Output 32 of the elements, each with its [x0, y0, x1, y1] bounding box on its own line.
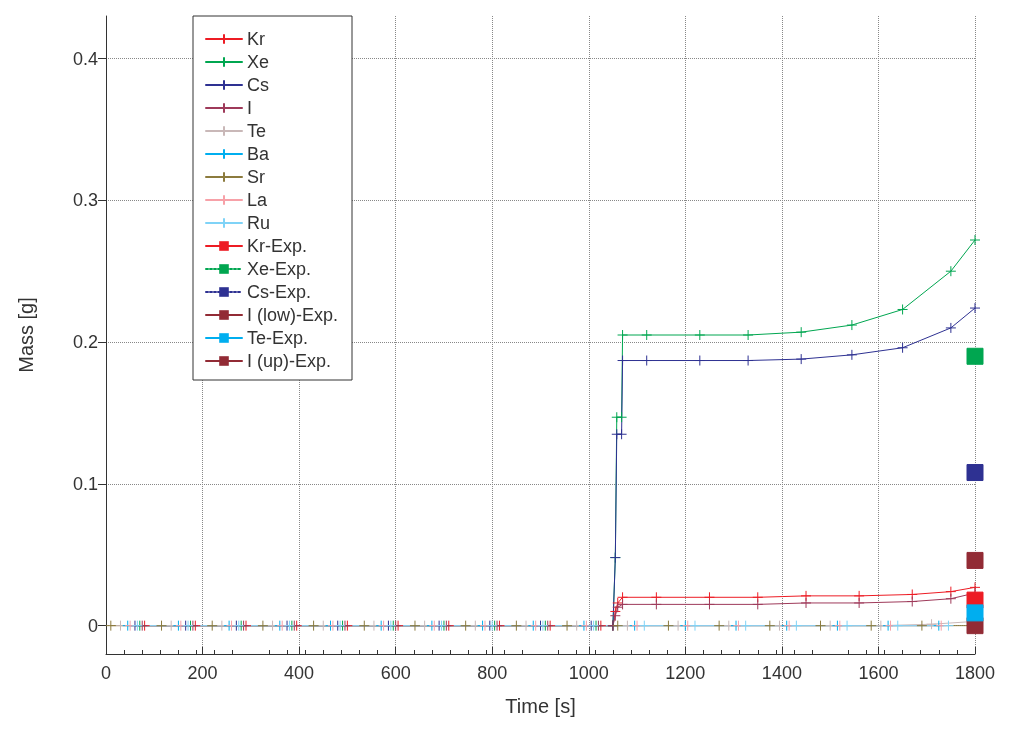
legend-label: I (low)-Exp. [247, 305, 339, 325]
x-tick-label: 1000 [568, 663, 609, 683]
x-axis-title: Time [s] [505, 695, 576, 717]
x-tick-label: 400 [284, 663, 315, 683]
legend-label: La [247, 190, 269, 210]
legend-label: Cs [247, 75, 269, 95]
legend-label: Te [247, 121, 267, 141]
x-tick-label: 1600 [858, 663, 899, 683]
legend-label: Xe [247, 52, 270, 72]
x-tick-label: 1200 [665, 663, 706, 683]
legend-label: Ba [247, 144, 271, 164]
x-tick-label: 800 [477, 663, 508, 683]
y-tick-label: 0.1 [72, 473, 98, 494]
legend-label: Te-Exp. [247, 328, 309, 348]
legend-label: Cs-Exp. [247, 282, 312, 302]
legend-label: Kr-Exp. [247, 236, 308, 256]
x-tick-label: 600 [380, 663, 411, 683]
legend-label: I [247, 98, 253, 118]
x-tick-label: 200 [187, 663, 218, 683]
y-axis-title: Mass [g] [15, 297, 37, 373]
legend-label: Ru [247, 213, 271, 233]
legend-label: I (up)-Exp. [247, 351, 332, 371]
y-tick-label: 0.4 [72, 48, 98, 69]
y-tick-label: 0.2 [72, 332, 98, 353]
legend-label: Xe-Exp. [247, 259, 312, 279]
legend-label: Sr [247, 167, 266, 187]
x-tick-label: 0 [100, 663, 112, 683]
legend-label: Kr [247, 29, 266, 49]
y-tick-label: 0 [87, 615, 98, 636]
x-tick-label: 1800 [954, 663, 996, 683]
y-tick-label: 0.3 [72, 190, 98, 211]
x-tick-label: 1400 [761, 663, 802, 683]
